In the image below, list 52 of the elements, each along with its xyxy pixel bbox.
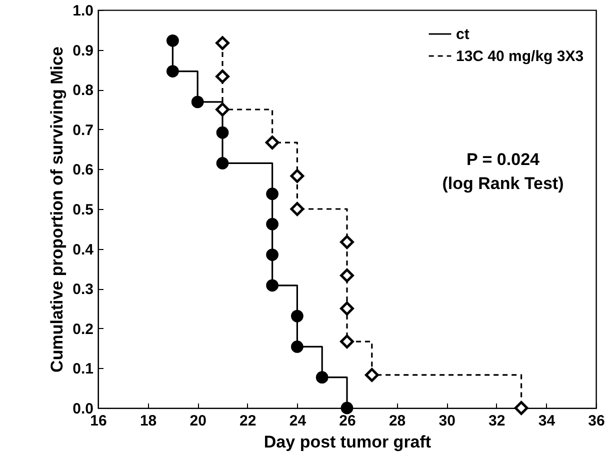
x-tick-label: 18 (140, 412, 157, 430)
point (216, 102, 230, 116)
legend-label: ct (456, 26, 470, 43)
point (290, 202, 304, 216)
point (340, 302, 354, 316)
point (340, 268, 354, 282)
point (265, 136, 280, 150)
y-tick-label: 0.4 (72, 241, 94, 258)
y-tick-label: 0.7 (72, 122, 94, 139)
point (291, 310, 304, 322)
x-tick-label: 36 (588, 412, 605, 430)
annotation: P = 0.024 (466, 150, 540, 169)
x-tick-label: 24 (289, 412, 307, 430)
point (166, 65, 179, 78)
y-tick-label: 1.0 (72, 2, 94, 20)
point (266, 188, 278, 200)
y-tick-label: 0.9 (72, 42, 94, 60)
x-tick-label: 22 (240, 412, 256, 430)
point (266, 218, 278, 230)
y-tick-label: 0.2 (72, 320, 94, 338)
point (316, 371, 328, 384)
y-tick-label: 0.8 (72, 82, 94, 100)
y-axis-title: Cumulative proportion of surviving Mice (48, 46, 67, 372)
x-tick-label: 28 (388, 412, 406, 430)
x-tick-label: 20 (190, 412, 206, 430)
x-axis-title: Day post tumor graft (264, 432, 432, 452)
point (216, 157, 229, 170)
y-tick-label: 0.3 (72, 281, 94, 298)
point (216, 36, 230, 50)
point (191, 96, 204, 108)
x-tick-label: 26 (339, 412, 356, 430)
point (340, 235, 354, 249)
point (290, 169, 304, 183)
legend-label: 13C 40 mg/kg 3X3 (456, 48, 584, 65)
point (514, 401, 528, 415)
point (166, 34, 179, 47)
point (216, 70, 230, 84)
x-tick-label: 32 (488, 412, 506, 430)
point (291, 340, 304, 353)
annotation: (log Rank Test) (442, 174, 564, 193)
point (266, 279, 278, 292)
point (340, 402, 354, 414)
x-tick-label: 34 (538, 412, 556, 430)
point (266, 248, 278, 261)
x-tick-label: 30 (438, 412, 456, 430)
point (340, 334, 354, 348)
x-tick-label: 16 (90, 412, 107, 430)
y-tick-label: 0.5 (72, 202, 94, 218)
point (364, 368, 379, 382)
point (216, 126, 229, 139)
y-tick-label: 0.6 (72, 162, 94, 179)
y-tick-label: 0.1 (72, 360, 94, 378)
